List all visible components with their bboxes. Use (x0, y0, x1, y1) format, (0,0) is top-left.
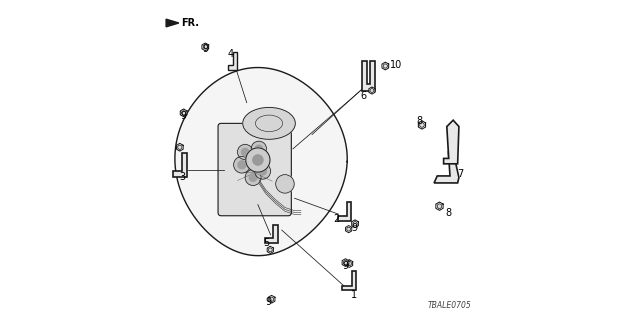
Circle shape (238, 161, 246, 169)
Text: 6: 6 (361, 91, 367, 101)
Text: 3: 3 (179, 172, 186, 181)
Text: 8: 8 (446, 208, 452, 218)
Circle shape (347, 227, 351, 231)
Circle shape (420, 123, 424, 127)
Circle shape (268, 248, 272, 252)
Text: 9: 9 (352, 222, 358, 233)
Circle shape (237, 144, 253, 160)
Text: 1: 1 (351, 291, 357, 300)
FancyBboxPatch shape (218, 123, 291, 216)
Polygon shape (228, 52, 237, 70)
Circle shape (245, 170, 261, 186)
Circle shape (370, 89, 374, 92)
Text: 5: 5 (264, 238, 269, 248)
Circle shape (348, 261, 351, 266)
Polygon shape (166, 19, 179, 27)
Circle shape (255, 163, 271, 179)
Circle shape (178, 145, 182, 149)
Circle shape (182, 111, 186, 115)
Text: 9: 9 (202, 44, 208, 54)
Circle shape (246, 148, 270, 172)
Circle shape (203, 45, 207, 49)
Polygon shape (444, 120, 459, 164)
Polygon shape (337, 202, 351, 221)
Text: 9: 9 (180, 111, 187, 121)
Text: 4: 4 (227, 49, 234, 59)
Text: TBALE0705: TBALE0705 (428, 301, 471, 310)
Circle shape (383, 64, 387, 68)
Text: 7: 7 (458, 169, 464, 179)
Polygon shape (173, 153, 187, 177)
Polygon shape (434, 152, 459, 183)
Circle shape (255, 145, 262, 153)
Polygon shape (265, 225, 278, 244)
Circle shape (249, 174, 257, 181)
Circle shape (234, 156, 250, 173)
Text: 2: 2 (333, 214, 340, 224)
Polygon shape (342, 271, 356, 290)
Polygon shape (175, 68, 348, 256)
Text: 8: 8 (416, 116, 422, 126)
Text: 10: 10 (390, 60, 402, 70)
Circle shape (437, 204, 442, 208)
Circle shape (253, 155, 263, 165)
Circle shape (269, 297, 274, 301)
Polygon shape (362, 60, 375, 91)
Text: 9: 9 (342, 261, 348, 271)
Text: 9: 9 (265, 297, 271, 307)
Circle shape (259, 167, 266, 175)
Ellipse shape (276, 175, 294, 193)
Text: FR.: FR. (181, 18, 200, 28)
Circle shape (251, 141, 266, 156)
Circle shape (241, 148, 249, 156)
Circle shape (353, 222, 357, 226)
Circle shape (344, 260, 348, 265)
Ellipse shape (243, 108, 295, 139)
